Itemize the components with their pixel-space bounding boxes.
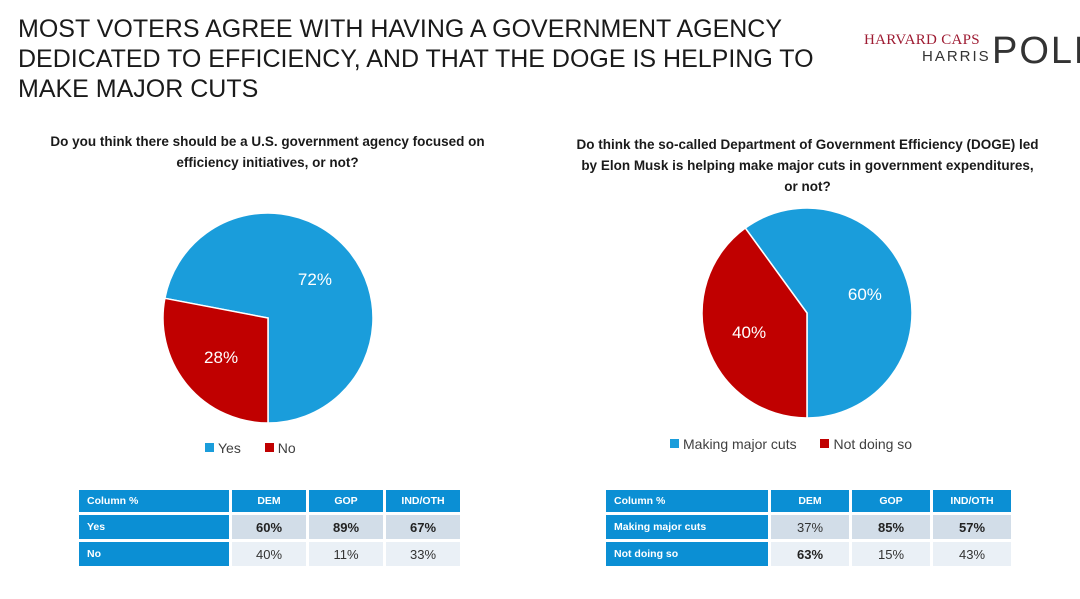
table-cell: 33% xyxy=(386,542,460,566)
legend-label-making-major-cuts: Making major cuts xyxy=(683,435,797,452)
right-chart-legend: Making major cuts Not doing so xyxy=(670,435,932,452)
header-cell-ind: IND/OTH xyxy=(933,490,1011,512)
row-label: Not doing so xyxy=(606,542,768,566)
pie-slice-not-doing-so xyxy=(701,227,808,419)
table-cell: 43% xyxy=(933,542,1011,566)
pie-slice-making-major-cuts xyxy=(744,207,913,419)
right-crosstab-table: Column % DEM GOP IND/OTH Making major cu… xyxy=(603,487,1014,569)
table-cell: 11% xyxy=(309,542,383,566)
table-row: No 40% 11% 33% xyxy=(79,542,460,566)
pie-label-no: 28% xyxy=(204,348,238,367)
header-cell-gop: GOP xyxy=(852,490,930,512)
logo-word: POLL xyxy=(992,30,1080,72)
header-cell-column: Column % xyxy=(606,490,768,512)
table-cell: 15% xyxy=(852,542,930,566)
legend-item-yes: Yes xyxy=(205,440,241,456)
logo-line1: HARVARD CAPS xyxy=(864,32,980,48)
table-cell: 60% xyxy=(232,515,306,539)
header-cell-dem: DEM xyxy=(232,490,306,512)
right-pie-chart: 60% 40% xyxy=(701,207,913,419)
pie-slice-no xyxy=(162,297,269,424)
table-cell: 37% xyxy=(771,515,849,539)
legend-swatch-not-doing-so xyxy=(820,439,830,448)
table-cell: 57% xyxy=(933,515,1011,539)
table-header-row: Column % DEM GOP IND/OTH xyxy=(79,490,460,512)
page-title: MOST VOTERS AGREE WITH HAVING A GOVERNME… xyxy=(18,15,814,103)
legend-label-yes: Yes xyxy=(218,439,241,456)
header-cell-ind: IND/OTH xyxy=(386,490,460,512)
table-header-row: Column % DEM GOP IND/OTH xyxy=(606,490,1011,512)
table-row: Making major cuts 37% 85% 57% xyxy=(606,515,1011,539)
legend-item-no: No xyxy=(264,439,296,456)
table-row: Yes 60% 89% 67% xyxy=(79,515,460,539)
legend-label-not-doing-so: Not doing so xyxy=(833,435,913,452)
right-chart-question: Do think the so-called Department of Gov… xyxy=(576,137,1039,194)
header-cell-column: Column % xyxy=(79,490,229,512)
row-label: Yes xyxy=(79,515,229,539)
pie-slice-yes xyxy=(163,212,374,424)
legend-swatch-yes xyxy=(205,443,214,452)
pie-label-making-major-cuts: 60% xyxy=(848,285,882,304)
table-cell: 85% xyxy=(852,515,930,539)
pie-label-yes: 72% xyxy=(298,270,332,289)
legend-swatch-no xyxy=(264,443,274,452)
left-pie-chart: 72% 28% xyxy=(162,212,374,424)
header-cell-dem: DEM xyxy=(771,490,849,512)
legend-label-no: No xyxy=(277,439,296,456)
harvard-caps-harris-poll-logo: HARVARD CAPS HARRIS POLL xyxy=(862,30,1080,74)
table-cell: 67% xyxy=(386,515,460,539)
legend-item-making-major-cuts: Making major cuts xyxy=(670,436,797,452)
left-crosstab-table: Column % DEM GOP IND/OTH Yes 60% 89% 67%… xyxy=(76,487,463,569)
logo-line2: HARRIS xyxy=(922,48,991,65)
row-label: Making major cuts xyxy=(606,515,768,539)
row-label: No xyxy=(79,542,229,566)
header-cell-gop: GOP xyxy=(309,490,383,512)
left-chart-legend: Yes No xyxy=(205,439,316,456)
table-cell: 63% xyxy=(771,542,849,566)
left-chart-question: Do you think there should be a U.S. gove… xyxy=(50,134,485,170)
table-row: Not doing so 63% 15% 43% xyxy=(606,542,1011,566)
table-cell: 89% xyxy=(309,515,383,539)
table-cell: 40% xyxy=(232,542,306,566)
pie-label-not-doing-so: 40% xyxy=(732,323,766,342)
legend-swatch-making-major-cuts xyxy=(670,439,679,448)
legend-item-not-doing-so: Not doing so xyxy=(820,436,912,452)
